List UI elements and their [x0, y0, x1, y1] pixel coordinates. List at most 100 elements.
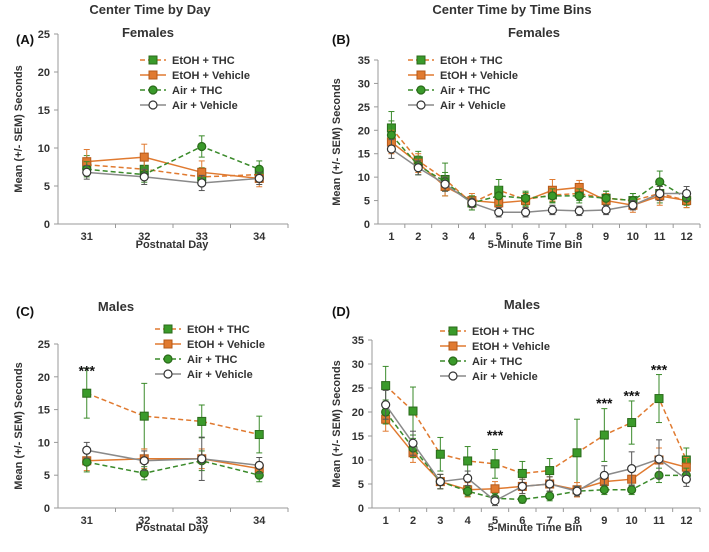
y-tick-label: 10 — [38, 437, 50, 449]
data-point — [601, 205, 611, 215]
series-air-thc — [386, 120, 692, 211]
x-tick-label: 12 — [680, 231, 692, 243]
x-tick-label: 5 — [496, 231, 502, 243]
data-point — [197, 416, 207, 426]
legend-label: EtOH + THC — [172, 55, 235, 67]
data-point — [139, 456, 149, 466]
data-point — [574, 206, 584, 216]
data-point — [655, 177, 665, 187]
data-point — [463, 456, 473, 466]
x-tick-label: 1 — [383, 515, 389, 527]
series-line — [385, 418, 687, 491]
legend-label: EtOH + THC — [187, 324, 250, 336]
y-tick-label: 10 — [358, 172, 370, 184]
y-tick-label: 5 — [44, 181, 50, 193]
y-tick-label: 30 — [358, 78, 370, 90]
legend-label: EtOH + Vehicle — [440, 70, 518, 82]
y-tick-label: 15 — [38, 405, 50, 417]
data-point — [654, 454, 664, 464]
legend-label: Air + THC — [472, 356, 522, 368]
legend-marker — [416, 70, 426, 80]
data-point — [520, 193, 531, 203]
legend-marker — [416, 85, 426, 95]
x-axis-label: Postnatal Day — [136, 522, 210, 534]
legend-label: Air + Vehicle — [187, 369, 253, 381]
series-line — [390, 148, 687, 214]
y-tick-label: 5 — [358, 479, 364, 491]
legend-marker — [148, 85, 158, 95]
data-point — [494, 191, 504, 201]
panel-title: Females — [508, 25, 560, 40]
legend-marker — [448, 371, 458, 381]
x-tick-label: 31 — [81, 515, 93, 527]
data-point — [386, 130, 397, 140]
data-point — [82, 167, 92, 177]
legend-marker — [148, 100, 158, 110]
x-tick-label: 34 — [253, 515, 266, 527]
x-tick-label: 8 — [574, 515, 580, 527]
data-point — [139, 411, 149, 421]
data-point — [655, 188, 665, 199]
x-tick-label: 33 — [196, 231, 208, 243]
x-tick-label: 9 — [601, 515, 607, 527]
series-line — [385, 404, 687, 502]
y-tick-label: 30 — [352, 359, 364, 371]
x-tick-label: 32 — [138, 515, 150, 527]
y-axis-label: Mean (+/- SEM) Seconds — [13, 65, 25, 192]
x-tick-label: 3 — [437, 515, 443, 527]
data-point — [517, 481, 527, 491]
y-tick-label: 15 — [38, 105, 50, 117]
data-point — [82, 445, 92, 455]
legend-label: Air + THC — [187, 354, 237, 366]
series-air-vehicle — [82, 164, 264, 192]
left-title: Center Time by Day — [89, 2, 211, 17]
significance-marker: *** — [487, 427, 504, 443]
y-tick-label: 25 — [352, 383, 364, 395]
data-point — [681, 188, 692, 199]
series-line — [390, 127, 687, 204]
data-point — [435, 477, 445, 487]
data-point — [494, 207, 504, 217]
data-point — [254, 173, 264, 183]
series-line — [86, 171, 260, 184]
panel-title: Males — [504, 297, 540, 312]
x-tick-label: 2 — [410, 515, 416, 527]
x-tick-label: 9 — [603, 231, 609, 243]
data-point — [574, 191, 584, 201]
x-tick-label: 5 — [492, 515, 498, 527]
x-tick-label: 4 — [469, 231, 476, 243]
series-line — [86, 449, 260, 467]
data-point — [440, 179, 450, 189]
y-tick-label: 0 — [358, 503, 364, 515]
x-tick-label: 6 — [523, 231, 529, 243]
series-line — [86, 145, 260, 176]
data-point — [254, 430, 264, 440]
legend-label: EtOH + Vehicle — [472, 341, 550, 353]
x-tick-label: 34 — [253, 231, 266, 243]
data-point — [386, 144, 397, 154]
legend-label: EtOH + Vehicle — [187, 339, 265, 351]
data-point — [254, 460, 264, 470]
panel-label: (D) — [332, 304, 350, 319]
y-tick-label: 25 — [358, 102, 370, 114]
data-point — [413, 163, 423, 173]
significance-marker: *** — [651, 362, 668, 378]
y-tick-label: 10 — [352, 455, 364, 467]
x-tick-label: 11 — [654, 231, 666, 243]
y-tick-label: 0 — [44, 503, 50, 515]
data-point — [599, 470, 609, 480]
data-point — [628, 200, 638, 210]
legend-marker — [416, 100, 426, 110]
y-tick-label: 0 — [364, 219, 370, 231]
series-line — [86, 392, 260, 436]
y-tick-label: 20 — [352, 407, 364, 419]
data-point — [599, 485, 609, 495]
series-air-thc — [381, 399, 691, 504]
x-tick-label: 32 — [138, 231, 150, 243]
panel-label: (C) — [16, 304, 34, 319]
panel-title: Males — [98, 299, 134, 314]
y-tick-label: 20 — [38, 67, 50, 79]
legend-label: Air + Vehicle — [472, 371, 538, 383]
